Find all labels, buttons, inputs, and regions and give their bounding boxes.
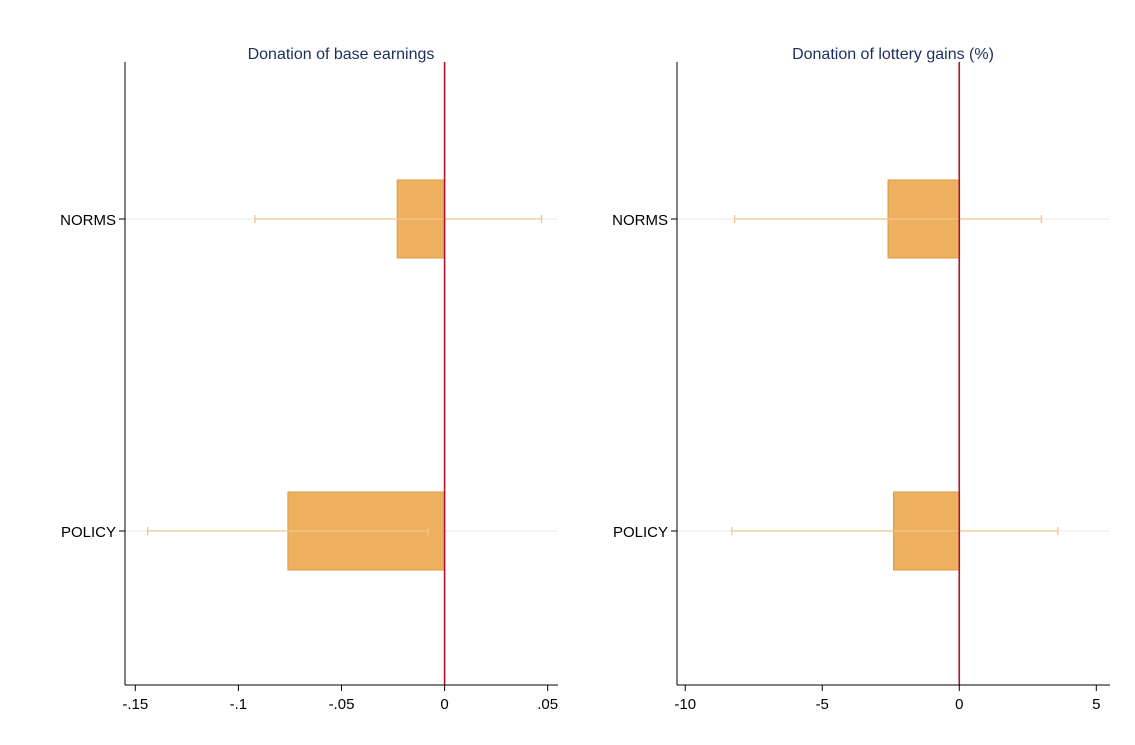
y-tick-label: NORMS [60,212,116,229]
x-tick-label: -.15 [122,696,148,713]
panel-lottery-gains: Donation of lottery gains (%) NORMS POLIC… [612,46,1110,713]
y-tick-label: NORMS [612,212,668,229]
x-tick-label: -10 [674,696,696,713]
error-bar [254,215,543,223]
panel-base-earnings: Donation of base earnings NORMS POLICY -.1… [60,46,558,713]
x-tick-label: -.1 [230,696,248,713]
y-tick-label: POLICY [61,524,116,541]
x-tick-label: 5 [1092,696,1100,713]
x-tick-label: 0 [440,696,448,713]
panel-title: Donation of base earnings [248,46,435,63]
x-tick-label: 0 [955,696,963,713]
error-bar [147,527,429,535]
x-tick-label: -5 [816,696,829,713]
error-bar [733,215,1043,223]
panel-title: Donation of lottery gains (%) [792,46,994,63]
error-bar [731,527,1059,535]
x-tick-label: -.05 [329,696,355,713]
y-tick-label: POLICY [613,524,668,541]
x-tick-label: .05 [537,696,558,713]
